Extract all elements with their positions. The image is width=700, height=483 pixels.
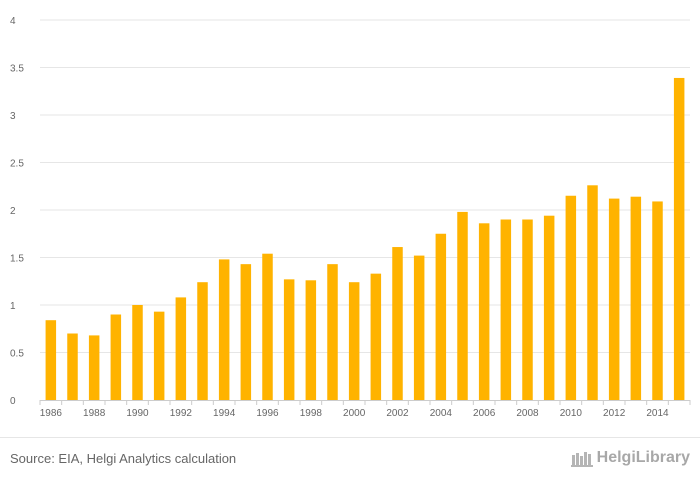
y-tick-label: 4: [10, 16, 16, 27]
bar-2005[interactable]: [457, 211, 468, 400]
library-icon: [570, 452, 593, 467]
bar-1995[interactable]: [240, 264, 252, 400]
x-tick-label: 2004: [430, 408, 453, 419]
bars: [45, 77, 685, 401]
bar-2010[interactable]: [565, 195, 577, 400]
x-tick-label: 1986: [40, 408, 63, 419]
x-tick-label: 1988: [83, 408, 106, 419]
x-tick-label: 1996: [256, 408, 279, 419]
y-tick-label: 0.5: [10, 349, 24, 360]
x-axis-ticks: 1986 1988 1990 1992 1994 1996 1998 2000 2002 2004…: [39, 400, 691, 419]
bar-2007[interactable]: [500, 219, 512, 401]
x-tick-label: 1990: [126, 408, 149, 419]
bar-1989[interactable]: [110, 314, 122, 401]
bar-1994[interactable]: [218, 259, 230, 400]
x-tick-label: 2012: [603, 408, 626, 419]
bar-2004[interactable]: [435, 233, 447, 400]
y-tick-label: 0: [10, 396, 16, 407]
x-tick-label: 2014: [646, 408, 669, 419]
bar-2003[interactable]: [413, 255, 425, 400]
bar-1990[interactable]: [132, 305, 143, 400]
y-tick-label: 3.5: [10, 64, 24, 75]
bar-2009[interactable]: [543, 215, 555, 400]
y-tick-label: 3: [10, 111, 16, 122]
x-tick-label: 2000: [343, 408, 366, 419]
bar-1986[interactable]: [45, 320, 57, 400]
y-axis-ticks: 0 0.5 1 1.5 2 2.5 3 3.5 4: [10, 16, 24, 407]
brand-logo[interactable]: HelgiLibrary: [570, 449, 690, 467]
bar-1993[interactable]: [197, 282, 208, 400]
bar-2013[interactable]: [630, 196, 642, 400]
bar-2011[interactable]: [587, 185, 598, 400]
bar-1991[interactable]: [153, 311, 165, 400]
source-note: Source: EIA, Helgi Analytics calculation: [10, 451, 237, 466]
bar-1999[interactable]: [327, 264, 338, 400]
x-tick-label: 1998: [300, 408, 323, 419]
grid-lines: [40, 19, 690, 353]
bar-2015[interactable]: [673, 77, 685, 400]
brand-name: HelgiLibrary: [596, 449, 690, 466]
bar-1988[interactable]: [88, 335, 100, 400]
x-tick-label: 1992: [170, 408, 193, 419]
bar-1997[interactable]: [283, 279, 295, 400]
bar-2008[interactable]: [522, 219, 533, 401]
y-tick-label: 1: [10, 301, 16, 312]
y-tick-label: 2.5: [10, 159, 24, 170]
bar-2012[interactable]: [608, 198, 620, 400]
bar-2002[interactable]: [392, 247, 403, 400]
bar-1998[interactable]: [305, 280, 317, 400]
bar-1992[interactable]: [175, 297, 187, 400]
bar-1987[interactable]: [67, 333, 78, 401]
bar-2014[interactable]: [652, 201, 663, 400]
bar-2001[interactable]: [370, 273, 382, 400]
bar-2006[interactable]: [478, 223, 490, 400]
x-tick-label: 2002: [386, 408, 409, 419]
x-tick-label: 1994: [213, 408, 236, 419]
bar-1996[interactable]: [262, 253, 273, 400]
bar-chart: 00.511.522.533.54 1986 1988 1990 1992 1994 19…: [10, 16, 691, 419]
x-tick-label: 2008: [516, 408, 539, 419]
footer-divider: [0, 437, 700, 438]
bar-2000[interactable]: [348, 282, 360, 400]
x-tick-label: 2006: [473, 408, 496, 419]
y-tick-label: 2: [10, 206, 16, 217]
y-tick-label: 1.5: [10, 254, 24, 265]
x-tick-label: 2010: [560, 408, 583, 419]
